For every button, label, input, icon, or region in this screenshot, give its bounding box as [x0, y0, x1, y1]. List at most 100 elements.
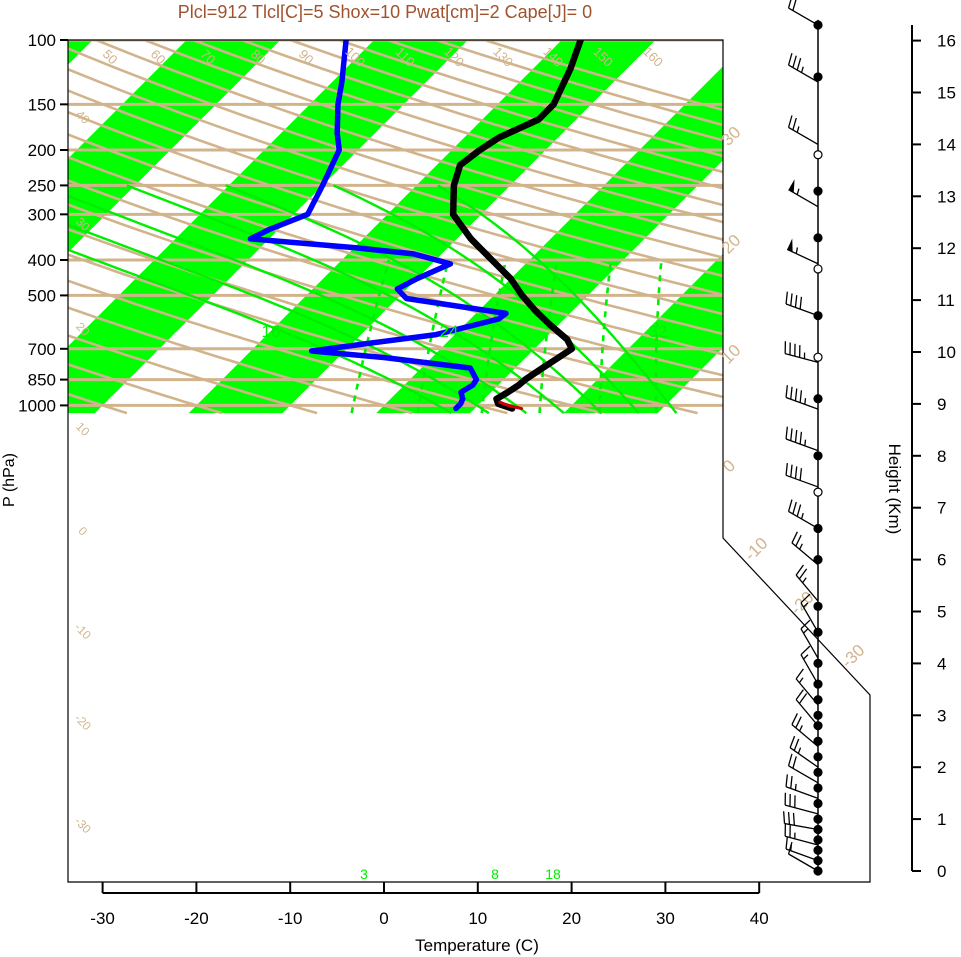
height-tick-label: 6 [937, 551, 946, 570]
mixing-ratio-label: 3 [360, 866, 368, 882]
height-tick-label: 14 [937, 135, 956, 154]
moist-adiabat-label: 16 [262, 322, 281, 341]
left-edge-label: 10 [73, 419, 93, 439]
height-tick-label: 1 [937, 810, 946, 829]
wind-barb [785, 774, 819, 799]
isotherm-band [68, 40, 281, 414]
wind-barb [795, 564, 819, 602]
dry-adiabat-line [68, 40, 318, 415]
dry-adiabat-line [68, 40, 698, 415]
moist-adiabat-line [126, 184, 565, 415]
x-tick-label: -10 [278, 909, 303, 928]
sounding-level-dot [813, 835, 823, 845]
height-tick-label: 5 [937, 603, 946, 622]
chart-title: Plcl=912 Tlcl[C]=5 Shox=10 Pwat[cm]=2 Ca… [178, 2, 592, 22]
x-tick-label: -30 [90, 909, 115, 928]
mixing-ratio-line [538, 259, 559, 414]
moist-adiabat-line [437, 184, 678, 414]
wind-profile [782, 0, 823, 876]
sounding-level-dot [813, 233, 823, 243]
p-tick-label: 850 [28, 371, 56, 390]
temperature-profile-line [449, 40, 584, 412]
moist-adiabat-line [68, 184, 452, 415]
wind-barb [800, 619, 819, 659]
isotherm-label: 0 [719, 456, 739, 476]
dry-adiabat-line [68, 40, 603, 415]
x-tick-label: -20 [184, 909, 209, 928]
dry-adiabat-line [68, 40, 793, 415]
sounding-level-dot [813, 783, 823, 793]
wind-barb [791, 713, 819, 747]
moist-adiabat-label: 32 [649, 322, 668, 341]
wind-barb [789, 735, 819, 768]
sounding-level-dot [813, 186, 823, 196]
sounding-level-dot [813, 451, 823, 461]
isotherm-label: -20 [787, 588, 818, 619]
dry-adiabat-line [68, 40, 870, 415]
x-tick-label: 10 [468, 909, 487, 928]
sounding-level-dot [813, 710, 823, 720]
wind-barb [800, 593, 819, 633]
isotherm-band [751, 40, 870, 414]
wind-barb [787, 841, 819, 872]
wind-barb [787, 0, 819, 26]
sounding-level-dot [813, 736, 823, 746]
y-axis-label: P (hPa) [1, 453, 18, 507]
height-tick-label: 13 [937, 187, 956, 206]
sounding-level-dot [813, 601, 823, 611]
x-tick-label: 40 [750, 909, 769, 928]
p-tick-label: 700 [28, 340, 56, 359]
sounding-level-dot [813, 798, 823, 809]
dry-adiabat-line [68, 40, 870, 415]
height-tick-label: 12 [937, 239, 956, 258]
p-tick-label: 250 [28, 176, 56, 195]
sounding-level-dot [813, 767, 823, 777]
height-tick-label: 15 [937, 84, 956, 103]
wind-barb [795, 689, 819, 727]
mixing-ratio-line [416, 259, 450, 414]
wind-barb [784, 823, 819, 846]
sounding-level-dot [813, 72, 823, 82]
sounding-level-dot [813, 487, 823, 497]
isotherm-label: 20 [718, 231, 745, 258]
dry-adiabat-line [144, 40, 870, 415]
mixing-ratio-label: 8 [491, 866, 499, 882]
sounding-level-dot [813, 845, 823, 855]
wind-barb [785, 385, 819, 410]
wind-barb [795, 668, 819, 706]
wind-barb [787, 753, 819, 784]
wind-barb [785, 836, 819, 862]
height-tick-label: 0 [937, 862, 946, 881]
wind-barb [787, 53, 819, 83]
wind-barb [782, 811, 819, 831]
height-tick-label: 7 [937, 499, 946, 518]
wind-barb [785, 426, 819, 452]
p-tick-label: 400 [28, 251, 56, 270]
height-tick-label: 9 [937, 395, 946, 414]
x-tick-label: 30 [656, 909, 675, 928]
dry-adiabat-line [192, 40, 870, 415]
mixing-ratio-line [654, 259, 663, 414]
sounding-level-dot [813, 264, 823, 274]
height-tick-label: 8 [937, 447, 946, 466]
wind-barb [785, 462, 819, 488]
isotherm-label: -30 [838, 641, 869, 672]
wind-barb [791, 531, 819, 566]
height-tick-label: 11 [937, 291, 955, 310]
sounding-level-dot [813, 814, 823, 824]
x-tick-label: 20 [562, 909, 581, 928]
moist-adiabat-label: 24 [440, 322, 459, 341]
wind-barb [784, 341, 819, 364]
p-tick-label: 200 [28, 141, 56, 160]
dry-adiabat-line [68, 40, 223, 415]
p-tick-label: 1000 [18, 396, 56, 415]
dry-adiabat-line [68, 40, 508, 415]
p-tick-label: 100 [28, 31, 56, 50]
moist-adiabat-line [68, 184, 490, 415]
height-axis-label: Height (Km) [885, 444, 904, 535]
height-tick-label: 4 [937, 654, 946, 673]
profile-layer [247, 40, 584, 412]
dry-adiabat-line [95, 40, 870, 415]
left-edge-label: 40 [73, 107, 93, 127]
